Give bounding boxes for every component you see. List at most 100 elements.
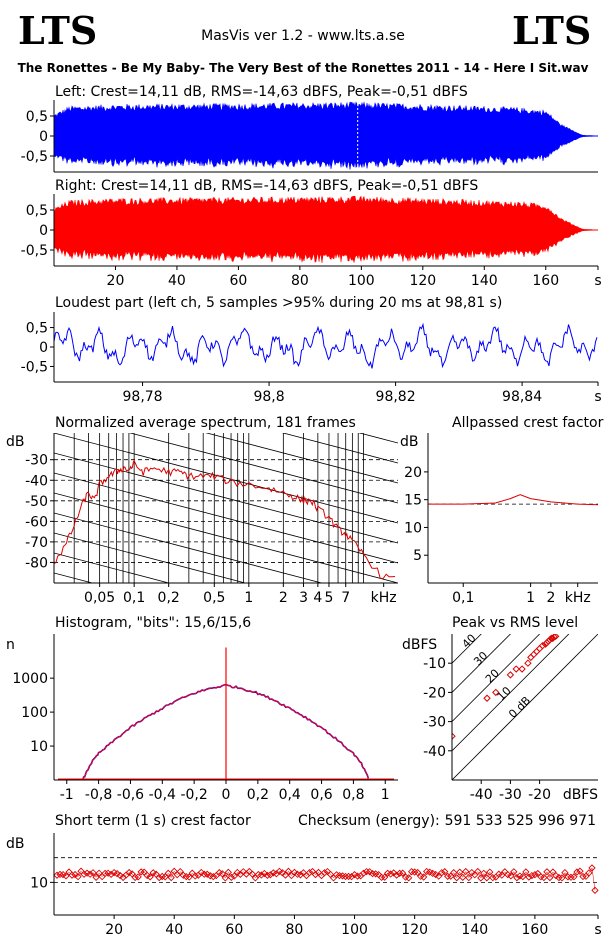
shortterm-point bbox=[411, 868, 419, 876]
spectrum-xtick-label: 1 bbox=[244, 590, 253, 606]
shortterm-point bbox=[107, 870, 115, 878]
peakrms-point bbox=[530, 650, 538, 659]
shortterm-point bbox=[305, 869, 314, 877]
right-waveform-xtick-label: 100 bbox=[348, 273, 375, 289]
spectrum-ytick-label: -80 bbox=[25, 555, 48, 571]
histogram-ytick-label: 10 bbox=[30, 739, 48, 755]
right-waveform-xtick-label: 140 bbox=[471, 273, 498, 289]
spectrum-slope-line bbox=[54, 512, 324, 583]
histogram-xtick-label: 0,2 bbox=[247, 787, 269, 803]
spectrum-xtick-label: 4 bbox=[313, 590, 322, 606]
spectrum-slope-line bbox=[205, 433, 398, 484]
spectrum-slope-line bbox=[128, 433, 398, 504]
crest-ytick-label: 10 bbox=[404, 520, 422, 536]
peakrms-diagonal bbox=[452, 634, 570, 752]
shortterm-line bbox=[56, 867, 596, 891]
peakrms-point bbox=[483, 694, 491, 702]
spectrum-slope-line bbox=[54, 433, 398, 524]
shortterm-point bbox=[335, 872, 344, 880]
loudest-xtick-label: 98,78 bbox=[123, 389, 163, 405]
spectrum-xtick-label: 5 bbox=[325, 590, 334, 606]
histogram-xtick-label: -0,2 bbox=[180, 787, 207, 803]
peakrms-point bbox=[524, 659, 532, 667]
shortterm-point bbox=[167, 873, 175, 882]
shortterm-point bbox=[441, 868, 449, 876]
shortterm-point bbox=[392, 871, 401, 879]
spectrum-slope-line bbox=[54, 793, 398, 883]
shortterm-point bbox=[420, 873, 428, 881]
shortterm-point bbox=[185, 873, 193, 881]
peakrms-point bbox=[538, 641, 547, 650]
left-waveform-ytick-label: 0 bbox=[39, 129, 48, 145]
spectrum-xtick-label: kHz bbox=[371, 590, 397, 606]
loudest-ytick-label: 0 bbox=[39, 340, 48, 356]
right-waveform-xtick-label: 120 bbox=[409, 273, 436, 289]
shortterm-point bbox=[269, 869, 278, 877]
peakrms-diagonal-label: 40 bbox=[460, 632, 479, 651]
peakrms-title: Peak vs RMS level bbox=[452, 615, 578, 631]
spectrum-xtick-label: 2 bbox=[279, 590, 288, 606]
shortterm-point bbox=[591, 886, 599, 894]
shortterm-point bbox=[531, 871, 539, 879]
shortterm-point bbox=[53, 871, 61, 879]
crest-xtick-label: 2 bbox=[546, 590, 555, 606]
spectrum-xtick-label: 0,1 bbox=[123, 590, 145, 606]
shortterm-point bbox=[275, 867, 284, 875]
shortterm-point bbox=[278, 869, 287, 877]
right-waveform-xtick-label: s bbox=[594, 273, 601, 289]
histogram-ytick-label: 100 bbox=[21, 705, 48, 721]
shortterm-point bbox=[332, 871, 341, 879]
histogram-ytick-label: 1000 bbox=[12, 671, 48, 687]
spectrum-grid bbox=[54, 313, 398, 883]
loudest-ytick-label: -0,5 bbox=[21, 359, 48, 375]
shortterm-point bbox=[528, 871, 536, 880]
shortterm-point bbox=[191, 872, 199, 880]
peakrms-point bbox=[550, 634, 558, 641]
shortterm-point bbox=[365, 868, 374, 876]
shortterm-point bbox=[311, 870, 320, 879]
spectrum-ytick-label: -70 bbox=[25, 535, 48, 551]
histogram-xtick-label: 0,8 bbox=[342, 787, 364, 803]
spectrum-slope-line bbox=[54, 452, 398, 544]
peakrms-diagonal-label: 0 dB bbox=[506, 694, 533, 721]
shortterm-point bbox=[209, 873, 217, 881]
spectrum-slope-line bbox=[281, 433, 398, 464]
shortterm-xtick-label: 60 bbox=[225, 922, 243, 938]
right-waveform-xtick-label: 40 bbox=[168, 273, 186, 289]
peakrms-point bbox=[535, 644, 544, 653]
spectrum-ytick-label: -30 bbox=[25, 453, 48, 469]
spectrum-ytick-label: -50 bbox=[25, 494, 48, 510]
peakrms-ylabel: dBFS bbox=[402, 637, 437, 653]
spectrum-xtick-label: 3 bbox=[299, 590, 308, 606]
shortterm-title: Short term (1 s) crest factor bbox=[55, 813, 251, 829]
shortterm-point bbox=[134, 873, 142, 881]
peakrms-point bbox=[492, 688, 500, 697]
shortterm-point bbox=[131, 873, 139, 882]
spectrum-ylabel: dB bbox=[6, 434, 25, 450]
shortterm-point bbox=[516, 872, 524, 880]
spectrum-slope-line bbox=[54, 333, 398, 423]
loudest-ytick-label: 0,5 bbox=[26, 321, 48, 337]
histogram-right-curve bbox=[82, 684, 369, 781]
shortterm-point bbox=[59, 870, 67, 879]
shortterm-point bbox=[585, 869, 593, 877]
histogram-xtick-label: -0,6 bbox=[117, 787, 144, 803]
right-title: Right: Crest=14,11 dB, RMS=-14,63 dBFS, … bbox=[55, 178, 478, 194]
shortterm-point bbox=[510, 868, 518, 876]
shortterm-ylabel: dB bbox=[6, 836, 25, 852]
spectrum-xtick-label: 0,2 bbox=[158, 590, 180, 606]
crest-xtick-label: 1 bbox=[526, 590, 535, 606]
logo-right: LTS bbox=[512, 8, 591, 53]
spectrum-slope-line bbox=[54, 492, 398, 583]
peakrms-ytick-label: -20 bbox=[423, 685, 446, 701]
shortterm-point bbox=[359, 869, 368, 877]
left-waveform-ytick-label: 0,5 bbox=[26, 109, 48, 125]
shortterm-point bbox=[438, 869, 446, 877]
shortterm-point bbox=[293, 870, 302, 878]
right-waveform-xtick-label: 80 bbox=[291, 273, 309, 289]
peakrms-point bbox=[512, 665, 520, 673]
shortterm-point bbox=[414, 868, 422, 877]
spectrum-slope-line bbox=[54, 313, 398, 403]
right-waveform-xtick-label: 60 bbox=[229, 273, 247, 289]
peakrms-diagonal-label: 30 bbox=[471, 649, 490, 668]
